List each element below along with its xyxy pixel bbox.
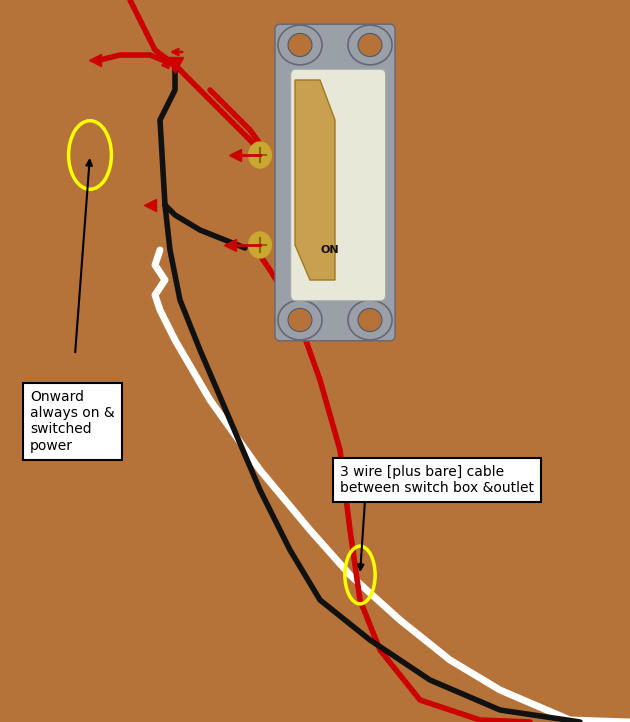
Text: Onward
always on &
switched
power: Onward always on & switched power: [30, 390, 115, 453]
FancyBboxPatch shape: [275, 25, 395, 341]
Text: 3 wire [plus bare] cable
between switch box &outlet: 3 wire [plus bare] cable between switch …: [340, 465, 534, 495]
Circle shape: [249, 232, 272, 258]
Ellipse shape: [348, 25, 392, 65]
Ellipse shape: [288, 308, 312, 331]
Ellipse shape: [348, 300, 392, 340]
Ellipse shape: [278, 25, 322, 65]
Ellipse shape: [278, 300, 322, 340]
Ellipse shape: [358, 33, 382, 56]
Circle shape: [249, 142, 272, 168]
FancyBboxPatch shape: [290, 69, 386, 301]
Polygon shape: [295, 80, 335, 280]
Ellipse shape: [358, 308, 382, 331]
Text: ON: ON: [321, 245, 340, 255]
Ellipse shape: [288, 33, 312, 56]
